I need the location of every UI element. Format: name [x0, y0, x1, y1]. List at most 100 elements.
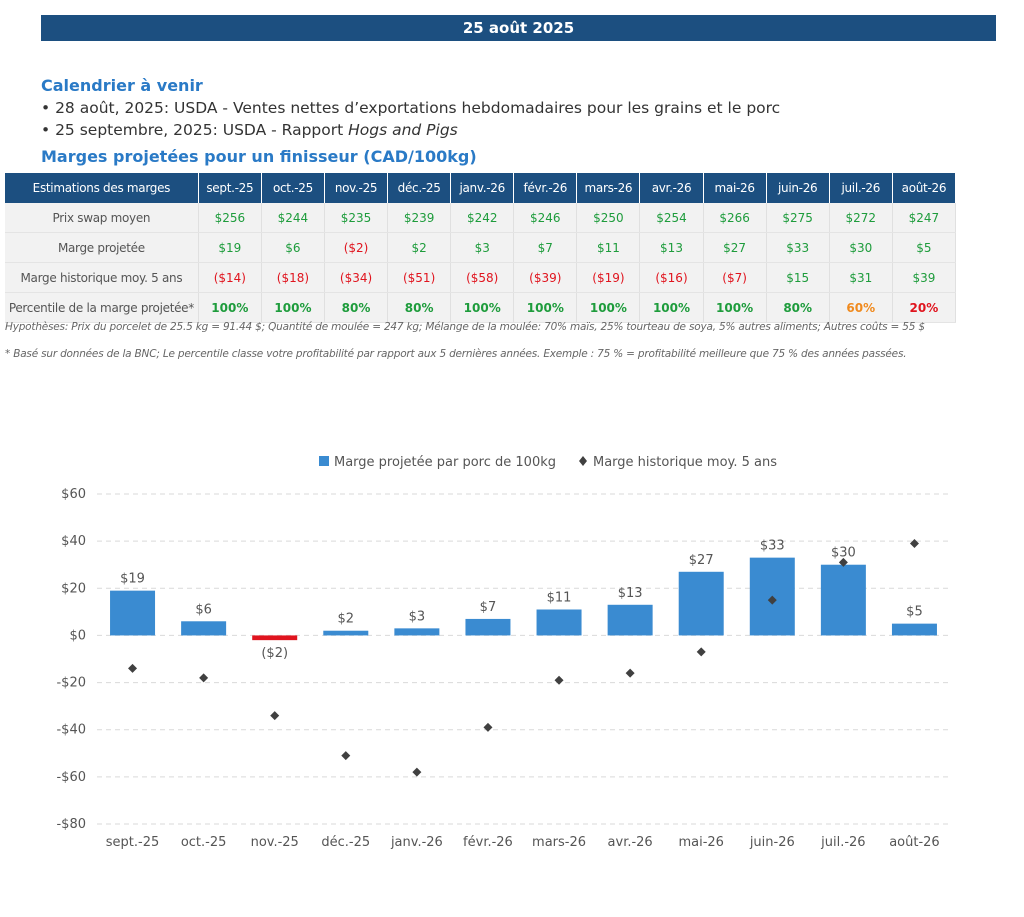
table-cell: ($14) — [198, 262, 262, 293]
calendar-item-text: • 25 septembre, 2025: USDA - Rapport — [41, 121, 349, 139]
table-cell: $239 — [387, 203, 452, 233]
x-tick-label: déc.-25 — [321, 835, 370, 850]
historical-marker — [767, 595, 777, 605]
bar — [181, 621, 227, 636]
month-header: mai-26 — [703, 173, 767, 203]
legend-bar-label: Marge projetée par porc de 100kg — [334, 455, 556, 470]
x-tick-label: janv.-26 — [390, 835, 443, 850]
historical-marker — [199, 673, 209, 683]
historical-marker — [128, 663, 138, 673]
y-tick-label: -$80 — [56, 817, 86, 832]
y-tick-label: -$40 — [56, 723, 86, 738]
x-tick-label: août-26 — [889, 835, 940, 850]
table-cell: $266 — [703, 203, 767, 233]
table-cell: ($58) — [450, 262, 515, 293]
bar — [252, 635, 298, 641]
table-cell: $3 — [450, 232, 515, 263]
percentile-footnote: * Basé sur données de la BNC; Le percent… — [5, 348, 907, 360]
table-cell: $30 — [829, 232, 893, 263]
row-label: Percentile de la marge projetée* — [5, 292, 199, 323]
table-cell: $7 — [513, 232, 578, 263]
x-tick-label: mai-26 — [678, 835, 723, 850]
data-label: $5 — [906, 605, 923, 620]
bar — [323, 630, 369, 636]
historical-marker — [270, 711, 280, 721]
bar — [891, 623, 937, 636]
y-tick-label: $60 — [61, 487, 86, 502]
bar — [394, 628, 440, 636]
historical-marker — [625, 668, 635, 678]
x-tick-label: juin-26 — [749, 835, 795, 850]
calendar-title: Calendrier à venir — [41, 76, 203, 95]
x-tick-label: nov.-25 — [251, 835, 299, 850]
month-header: avr.-26 — [639, 173, 704, 203]
data-label: $13 — [618, 586, 643, 601]
bar — [678, 571, 724, 636]
table-row: Percentile de la marge projetée* 100% 10… — [5, 292, 957, 323]
historical-marker — [554, 675, 564, 685]
table-cell: $5 — [892, 232, 957, 263]
legend-bar-swatch — [319, 456, 329, 466]
margin-chart: Marge projetée par porc de 100kg Marge h… — [56, 455, 950, 850]
table-row: Prix swap moyen $256 $244 $235 $239 $242… — [5, 203, 957, 233]
table-cell: $246 — [513, 203, 578, 233]
table-cell: $247 — [892, 203, 957, 233]
table-cell: $244 — [261, 203, 325, 233]
table-cell: 100% — [513, 292, 578, 323]
table-cell: 100% — [450, 292, 515, 323]
bar-series — [110, 557, 937, 641]
month-header: août-26 — [892, 173, 957, 203]
month-header: juil.-26 — [829, 173, 893, 203]
row-label: Marge historique moy. 5 ans — [5, 262, 199, 293]
month-header: nov.-25 — [324, 173, 389, 203]
table-cell: $39 — [892, 262, 957, 293]
data-label: $6 — [195, 602, 212, 617]
bar — [465, 618, 511, 636]
table-cell: ($39) — [513, 262, 578, 293]
table-cell: $272 — [829, 203, 893, 233]
table-cell: ($19) — [576, 262, 641, 293]
data-label: $19 — [120, 572, 145, 587]
table-cell: 20% — [892, 292, 957, 323]
table-cell: ($2) — [324, 232, 389, 263]
row-label: Prix swap moyen — [5, 203, 199, 233]
table-cell: 80% — [766, 292, 830, 323]
data-label: $7 — [480, 600, 497, 615]
table-cell: $11 — [576, 232, 641, 263]
x-tick-label: oct.-25 — [181, 835, 227, 850]
historical-marker — [838, 557, 848, 567]
x-tick-label: juil.-26 — [820, 835, 865, 850]
table-cell: 100% — [639, 292, 704, 323]
marker-series — [128, 539, 919, 777]
legend-marker-label: Marge historique moy. 5 ans — [593, 455, 777, 470]
table-cell: 100% — [261, 292, 325, 323]
chart-grid — [97, 493, 950, 825]
table-cell: $6 — [261, 232, 325, 263]
historical-marker — [412, 767, 422, 777]
table-cell: ($7) — [703, 262, 767, 293]
data-label: $2 — [338, 612, 355, 627]
table-cell: ($34) — [324, 262, 389, 293]
month-header: janv.-26 — [450, 173, 515, 203]
y-tick-label: -$60 — [56, 770, 86, 785]
historical-marker — [696, 647, 706, 657]
calendar-item-italic: Hogs and Pigs — [348, 121, 458, 139]
calendar-item-text: • 28 août, 2025: USDA - Ventes nettes d’… — [41, 99, 781, 117]
y-axis: $60 $40 $20 $0 -$20 -$40 -$60 -$80 — [56, 487, 86, 832]
table-cell: 100% — [198, 292, 262, 323]
table-cell: $19 — [198, 232, 262, 263]
bar — [536, 609, 582, 636]
table-header-row: Estimations des marges sept.-25 oct.-25 … — [5, 173, 957, 203]
x-tick-label: févr.-26 — [463, 835, 513, 850]
x-tick-label: mars-26 — [532, 835, 586, 850]
bar — [607, 604, 653, 636]
table-cell: $250 — [576, 203, 641, 233]
historical-marker — [341, 751, 351, 761]
table-cell: 80% — [324, 292, 389, 323]
historical-marker — [909, 539, 919, 548]
table-cell: 80% — [387, 292, 452, 323]
month-header: juin-26 — [766, 173, 830, 203]
legend-diamond-swatch — [579, 456, 587, 466]
table-row: Marge historique moy. 5 ans ($14) ($18) … — [5, 262, 957, 293]
table-row: Marge projetée $19 $6 ($2) $2 $3 $7 $11 … — [5, 232, 957, 263]
